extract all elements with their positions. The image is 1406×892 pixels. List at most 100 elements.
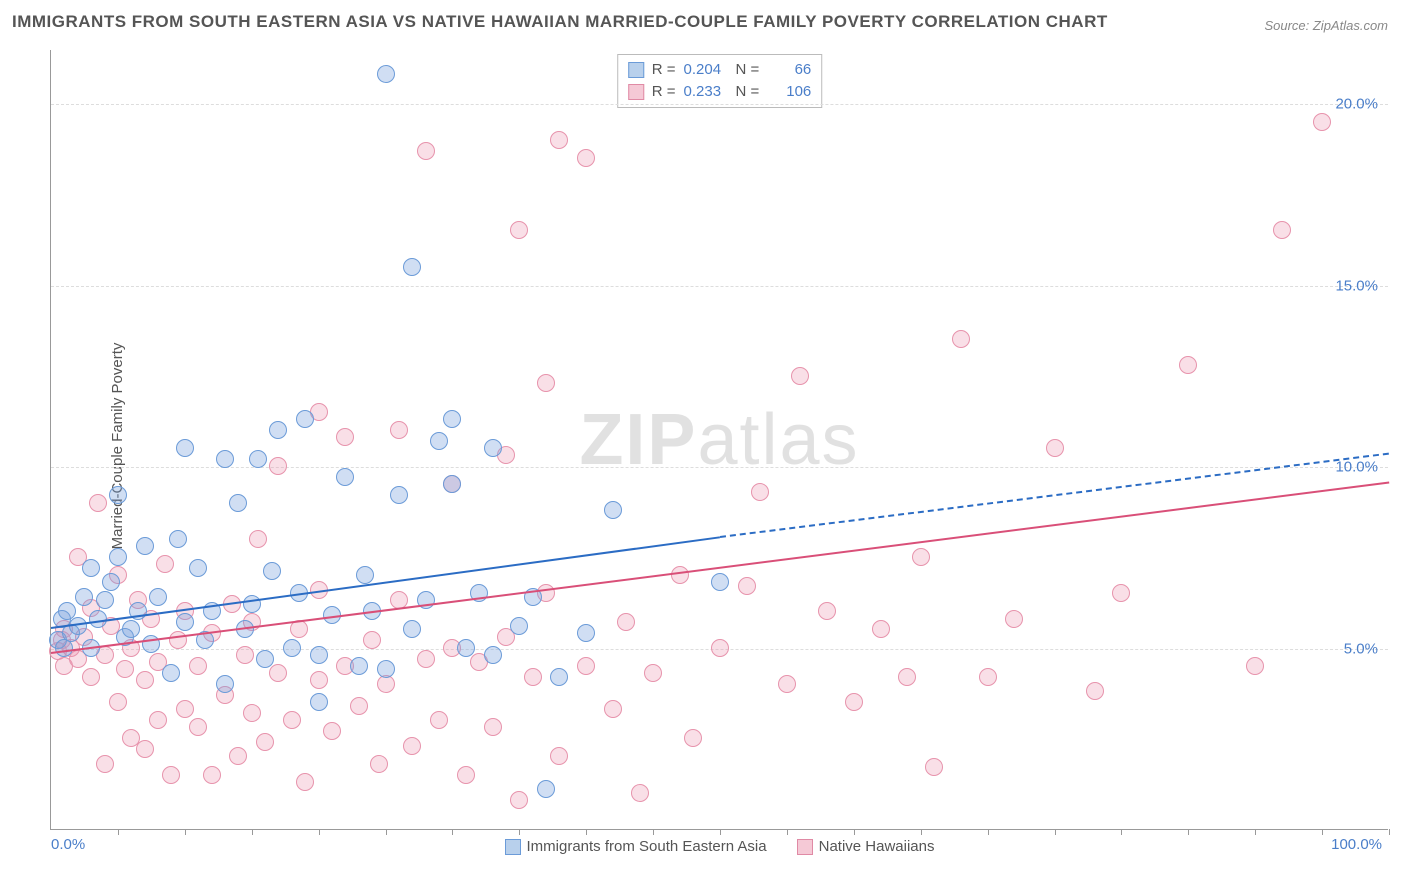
x-tick <box>1389 829 1390 835</box>
data-point <box>283 711 301 729</box>
data-point <box>872 620 890 638</box>
data-point <box>370 755 388 773</box>
data-point <box>550 131 568 149</box>
data-point <box>249 450 267 468</box>
stat-r-value: 0.233 <box>684 81 728 103</box>
data-point <box>457 766 475 784</box>
source-label: Source: ZipAtlas.com <box>1264 18 1388 33</box>
data-point <box>898 668 916 686</box>
data-point <box>169 530 187 548</box>
x-tick <box>519 829 520 835</box>
data-point <box>216 450 234 468</box>
data-point <box>537 780 555 798</box>
legend-swatch <box>797 839 813 855</box>
data-point <box>403 258 421 276</box>
legend-label: Immigrants from South Eastern Asia <box>527 838 767 855</box>
data-point <box>336 468 354 486</box>
data-point <box>1005 610 1023 628</box>
x-tick <box>586 829 587 835</box>
x-tick <box>118 829 119 835</box>
data-point <box>149 588 167 606</box>
data-point <box>229 747 247 765</box>
x-tick <box>653 829 654 835</box>
x-tick <box>1255 829 1256 835</box>
data-point <box>82 668 100 686</box>
data-point <box>269 421 287 439</box>
data-point <box>1046 439 1064 457</box>
data-point <box>176 700 194 718</box>
correlation-stats-box: R =0.204N =66R =0.233N =106 <box>617 54 823 108</box>
y-tick-label: 20.0% <box>1335 96 1378 113</box>
legend-item: Native Hawaiians <box>797 838 935 855</box>
stat-n-value: 66 <box>767 59 811 81</box>
legend-swatch <box>505 839 521 855</box>
data-point <box>550 668 568 686</box>
data-point <box>711 639 729 657</box>
data-point <box>109 548 127 566</box>
data-point <box>791 367 809 385</box>
chart-title: IMMIGRANTS FROM SOUTH EASTERN ASIA VS NA… <box>12 12 1108 32</box>
data-point <box>116 660 134 678</box>
data-point <box>524 668 542 686</box>
legend-swatch <box>628 62 644 78</box>
data-point <box>711 573 729 591</box>
stats-row: R =0.204N =66 <box>628 59 812 81</box>
stat-label: N = <box>736 81 760 103</box>
data-point <box>149 711 167 729</box>
x-tick <box>252 829 253 835</box>
trend-line <box>51 482 1389 654</box>
gridline <box>51 467 1388 468</box>
data-point <box>102 573 120 591</box>
data-point <box>310 693 328 711</box>
data-point <box>738 577 756 595</box>
data-point <box>604 501 622 519</box>
data-point <box>484 646 502 664</box>
data-point <box>236 646 254 664</box>
data-point <box>243 595 261 613</box>
data-point <box>845 693 863 711</box>
legend: Immigrants from South Eastern Asia Native… <box>505 838 935 855</box>
data-point <box>484 718 502 736</box>
scatter-plot: ZIPatlas R =0.204N =66R =0.233N =106 Imm… <box>50 50 1388 830</box>
data-point <box>631 784 649 802</box>
data-point <box>604 700 622 718</box>
data-point <box>96 755 114 773</box>
data-point <box>818 602 836 620</box>
x-tick <box>854 829 855 835</box>
data-point <box>263 562 281 580</box>
data-point <box>443 475 461 493</box>
x-tick <box>1055 829 1056 835</box>
data-point <box>283 639 301 657</box>
data-point <box>356 566 374 584</box>
data-point <box>323 722 341 740</box>
data-point <box>296 773 314 791</box>
data-point <box>577 149 595 167</box>
data-point <box>122 620 140 638</box>
data-point <box>1179 356 1197 374</box>
data-point <box>296 410 314 428</box>
data-point <box>377 65 395 83</box>
data-point <box>979 668 997 686</box>
gridline <box>51 104 1388 105</box>
data-point <box>510 221 528 239</box>
data-point <box>390 486 408 504</box>
data-point <box>577 657 595 675</box>
data-point <box>1246 657 1264 675</box>
data-point <box>203 766 221 784</box>
y-tick-label: 15.0% <box>1335 277 1378 294</box>
data-point <box>363 631 381 649</box>
data-point <box>89 610 107 628</box>
data-point <box>577 624 595 642</box>
gridline <box>51 286 1388 287</box>
data-point <box>417 142 435 160</box>
x-tick <box>988 829 989 835</box>
x-tick <box>386 829 387 835</box>
stat-label: R = <box>652 81 676 103</box>
data-point <box>136 671 154 689</box>
data-point <box>430 711 448 729</box>
data-point <box>350 657 368 675</box>
legend-swatch <box>628 84 644 100</box>
data-point <box>336 428 354 446</box>
data-point <box>109 693 127 711</box>
data-point <box>176 613 194 631</box>
